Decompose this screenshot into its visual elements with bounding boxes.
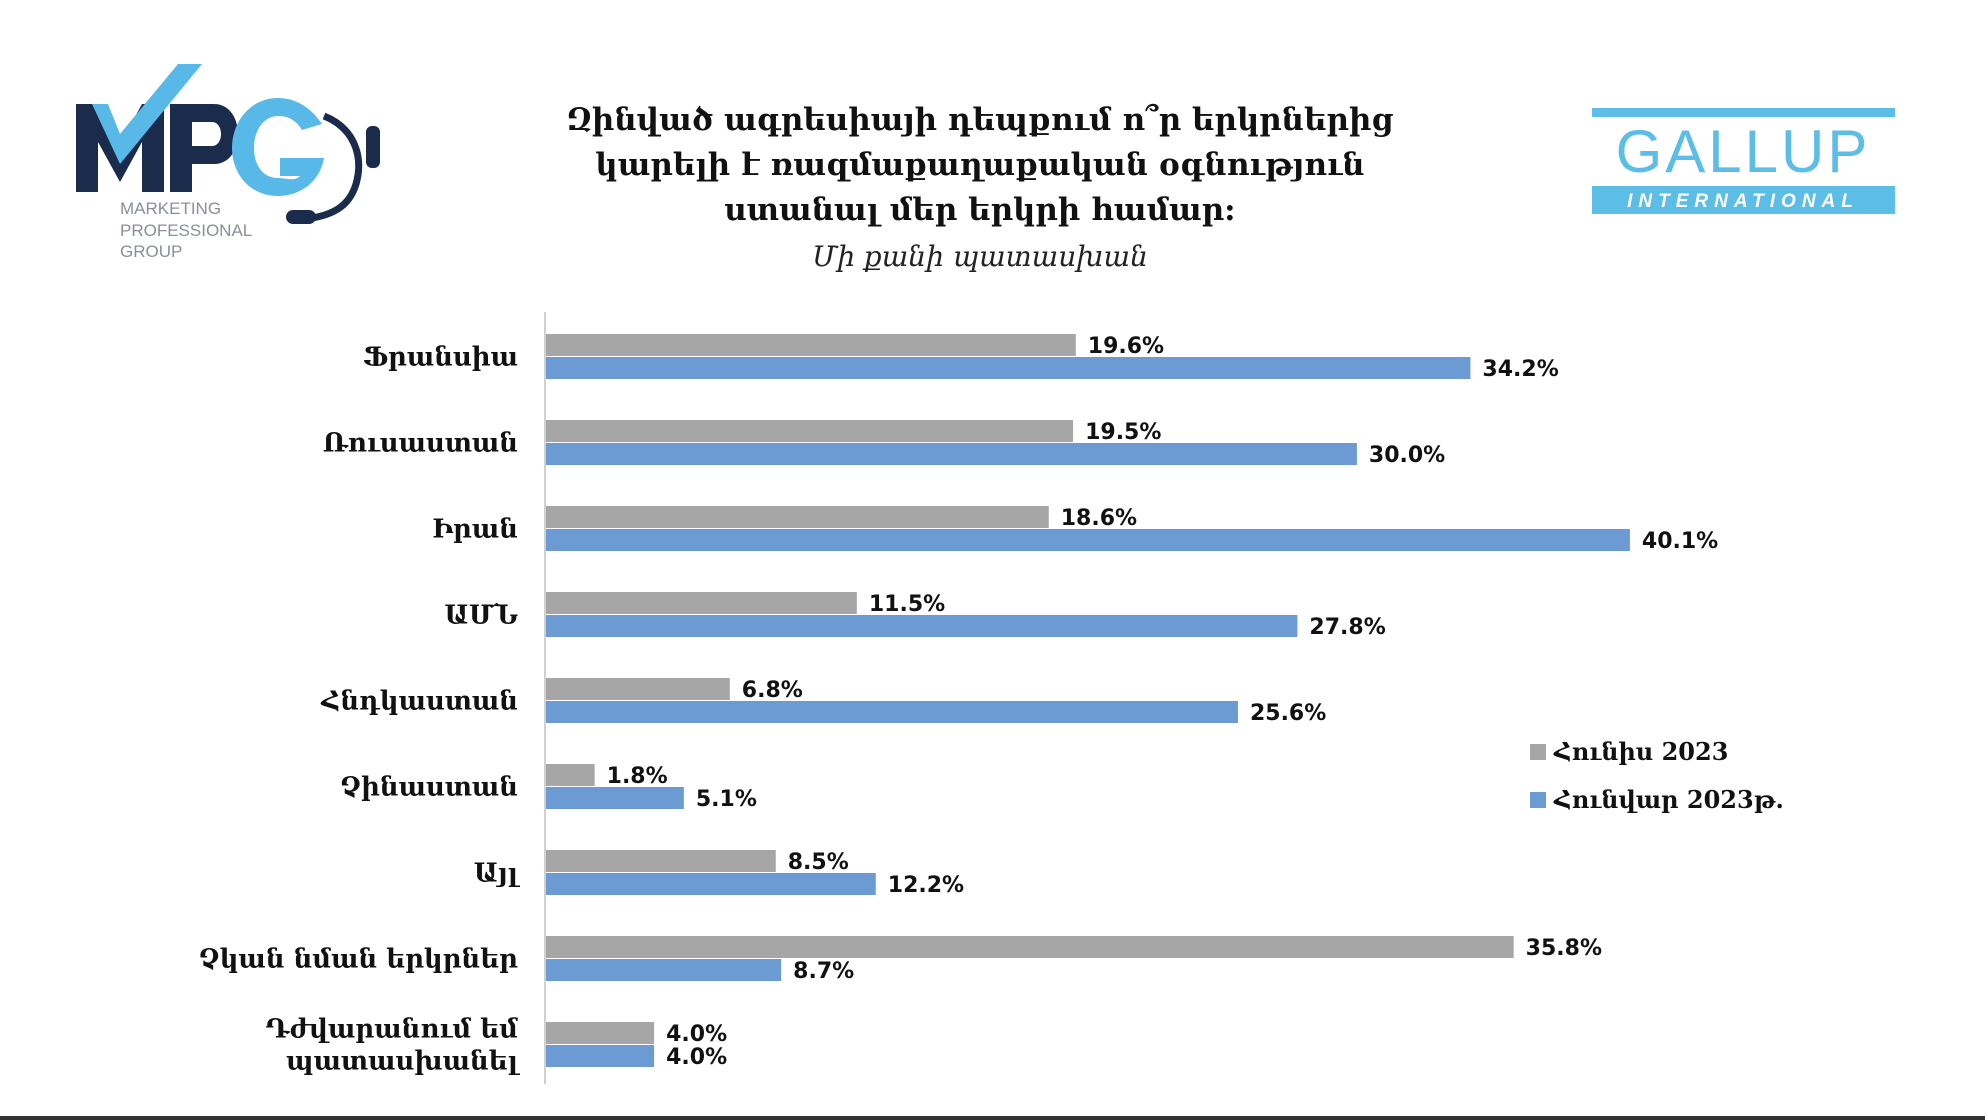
bar-june	[546, 936, 1514, 958]
data-label: 12.2%	[888, 873, 964, 898]
bars-layer: Ֆրանսիա 19.6% 34.2% Ռուսաստան 19.5% 30.0% Իրան…	[198, 334, 1718, 1077]
data-label: 27.8%	[1309, 615, 1385, 640]
bar-june	[546, 764, 595, 786]
bottom-border	[0, 1116, 1985, 1120]
mpg-line-3: GROUP	[120, 242, 182, 261]
chart-legend: Հունիս 2023 Հունվար 2023թ.	[1530, 737, 1784, 814]
data-label: 11.5%	[869, 592, 945, 617]
bar-june	[546, 1022, 655, 1044]
mpg-logo-check	[92, 64, 202, 164]
bar-june	[546, 334, 1076, 356]
data-label: 35.8%	[1526, 936, 1602, 961]
headset-mic-icon	[286, 210, 316, 224]
bar-january	[546, 701, 1238, 723]
mpg-logo: MARKETING PROFESSIONAL GROUP	[76, 64, 380, 261]
category-label: Չինաստան	[340, 773, 518, 803]
mpg-line-1: MARKETING	[120, 199, 221, 218]
legend-label: Հունվար 2023թ.	[1553, 785, 1784, 814]
category-label: Իրան	[432, 515, 518, 545]
bar-january	[546, 357, 1471, 379]
bar-january	[546, 787, 684, 809]
bar-june	[546, 506, 1049, 528]
bar-june	[546, 592, 857, 614]
data-label: 19.6%	[1088, 334, 1164, 359]
category-label: Ռուսաստան	[323, 429, 518, 459]
legend-swatch	[1530, 792, 1546, 808]
data-label: 4.0%	[666, 1045, 727, 1070]
legend-label: Հունիս 2023	[1553, 737, 1728, 766]
chart-title-line-3: ստանալ մեր երկրի համար:	[724, 192, 1236, 228]
bar-january	[546, 529, 1630, 551]
bar-january	[546, 615, 1298, 637]
headset-ear-icon	[366, 126, 380, 168]
chart-subtitle: Մի քանի պատասխան	[812, 240, 1148, 273]
bar-january	[546, 443, 1357, 465]
data-label: 25.6%	[1250, 701, 1326, 726]
gallup-top-rule	[1592, 108, 1895, 117]
category-label: Այլ	[474, 859, 521, 889]
category-label: Հնդկաստան	[320, 687, 518, 717]
category-label: Ֆրանսիա	[363, 343, 518, 373]
category-label: Դժվարանում եմ պատասխանել	[266, 1015, 521, 1077]
data-label: 1.8%	[607, 764, 668, 789]
mpg-logo-g	[232, 98, 324, 196]
data-label: 4.0%	[666, 1022, 727, 1047]
data-label: 8.5%	[788, 850, 849, 875]
gallup-wordmark: GALLUP	[1616, 118, 1871, 185]
legend-swatch	[1530, 744, 1546, 760]
data-label: 5.1%	[696, 787, 757, 812]
bar-june	[546, 850, 776, 872]
chart-title-block: Զինված ագրեսիայի դեպքում ո՞ր երկրներից կ…	[520, 98, 1440, 279]
data-label: 18.6%	[1061, 506, 1137, 531]
bar-june	[546, 420, 1074, 442]
gallup-sub: INTERNATIONAL	[1627, 191, 1859, 212]
data-label: 34.2%	[1482, 357, 1558, 382]
category-label: Չկան նման երկրներ	[198, 945, 518, 975]
category-label: ԱՄՆ	[444, 601, 518, 631]
data-label: 8.7%	[793, 959, 854, 984]
data-label: 19.5%	[1085, 420, 1161, 445]
bar-january	[546, 959, 782, 981]
mpg-line-2: PROFESSIONAL	[120, 221, 252, 240]
gallup-sub-band	[1592, 186, 1895, 214]
mpg-logo-p	[170, 104, 238, 192]
headset-icon	[311, 112, 363, 222]
data-label: 40.1%	[1642, 529, 1718, 554]
data-label: 30.0%	[1369, 443, 1445, 468]
gallup-logo: GALLUP INTERNATIONAL	[1592, 108, 1895, 214]
bar-june	[546, 678, 730, 700]
data-label: 6.8%	[742, 678, 803, 703]
bar-january	[546, 873, 876, 895]
chart-title-line-1: Զինված ագրեսիայի դեպքում ո՞ր երկրներից	[566, 102, 1394, 138]
bar-january	[546, 1045, 655, 1067]
chart-title-line-2: կարելի է ռազմաքաղաքական օգնություն	[595, 147, 1365, 183]
